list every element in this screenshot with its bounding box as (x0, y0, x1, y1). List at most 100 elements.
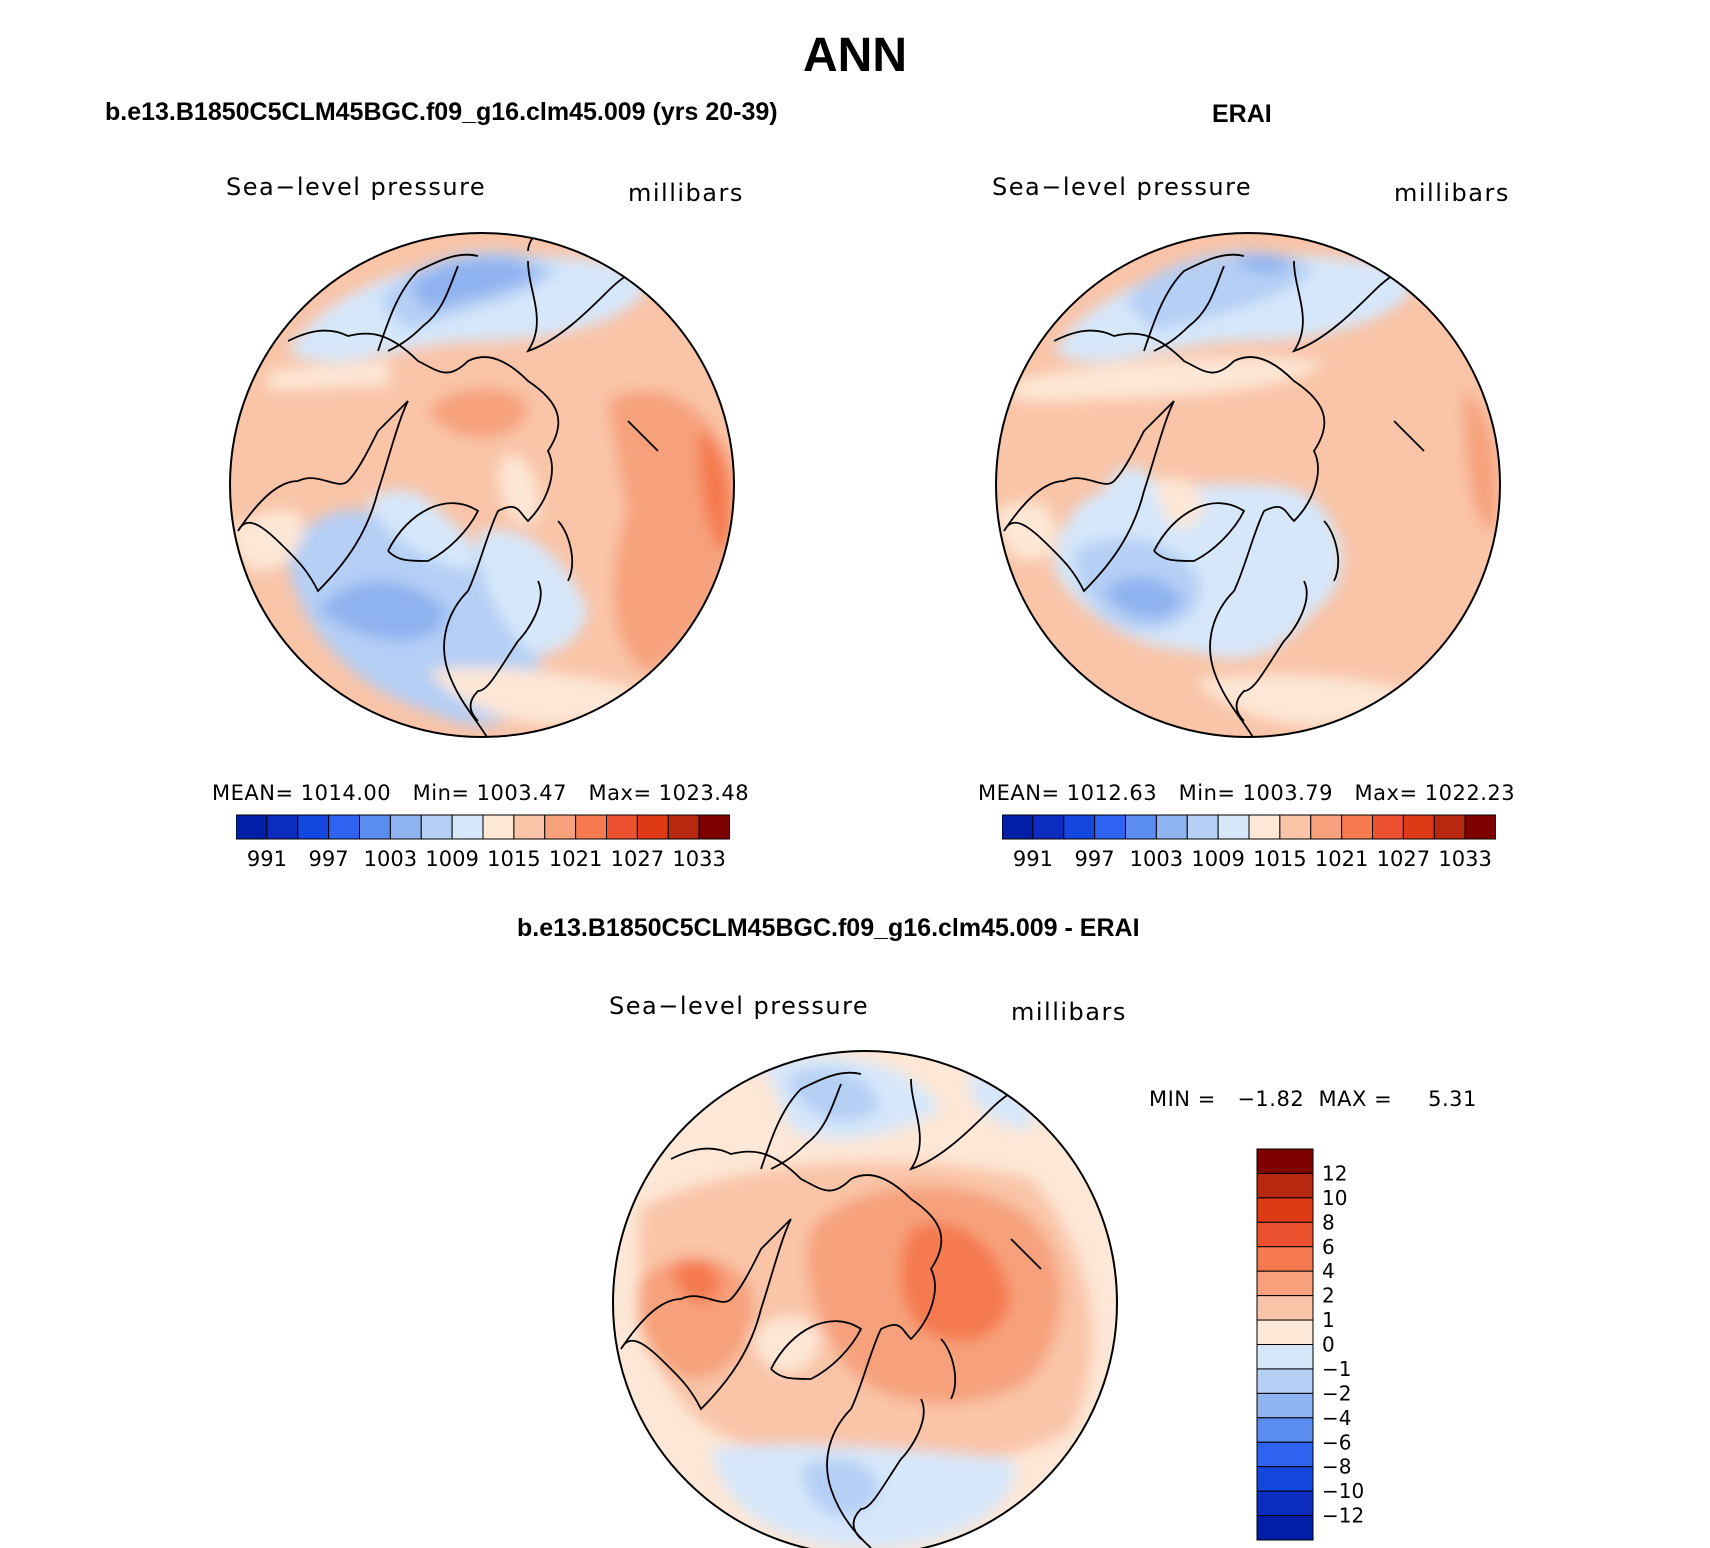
model-mean-value: 1014.00 (300, 781, 392, 805)
model-colorbar-tick-label: 1033 (672, 847, 725, 871)
obs-colorbar-swatch (1002, 814, 1034, 840)
model-colorbar-tick-label: 1015 (487, 847, 540, 871)
diff-colorbar-tick-label: 6 (1322, 1235, 1335, 1259)
diff-field (613, 1051, 1117, 1548)
model-units-label: millibars (628, 179, 744, 207)
diff-colorbar-tick-label: 2 (1322, 1284, 1335, 1308)
diff-colorbar-tick-label: −4 (1322, 1406, 1351, 1430)
obs-colorbar-tick-label: 1003 (1130, 847, 1183, 871)
diff-colorbar-swatch (1256, 1148, 1314, 1174)
model-colorbar-swatch (544, 814, 577, 840)
diff-min-value: −1.82 (1237, 1087, 1305, 1111)
model-colorbar-swatch (575, 814, 608, 840)
model-colorbar-swatch (420, 814, 453, 840)
obs-colorbar-swatch (1248, 814, 1281, 840)
model-colorbar-swatch (359, 814, 391, 840)
model-mean-label: MEAN= (212, 781, 294, 805)
diff-colorbar-tick-label: −10 (1322, 1479, 1364, 1503)
model-min-label: Min= (412, 781, 470, 805)
diff-colorbar-swatch (1256, 1246, 1314, 1272)
main-title: ANN (803, 29, 907, 82)
obs-min-label: Min= (1178, 781, 1236, 805)
diff-colorbar-swatch (1256, 1319, 1314, 1345)
obs-colorbar-tick-label: 1009 (1191, 847, 1244, 871)
obs-colorbar-swatch (1125, 814, 1157, 840)
obs-colorbar-swatch (1372, 814, 1404, 840)
diff-colorbar-tick-label: 10 (1322, 1186, 1347, 1210)
model-colorbar-tick-label: 997 (309, 847, 349, 871)
model-colorbar-swatch (236, 814, 268, 840)
obs-stats: MEAN= 1012.63 Min= 1003.79 Max= 1022.23 (978, 781, 1515, 805)
diff-panel-title: b.e13.B1850C5CLM45BGC.f09_g16.clm45.009 … (517, 914, 1140, 942)
obs-variable-label: Sea−level pressure (992, 173, 1253, 201)
obs-polar-map (995, 232, 1501, 738)
diff-colorbar-swatch (1256, 1441, 1314, 1468)
obs-colorbar-swatch (1155, 814, 1188, 840)
diff-colorbar-tick-label: −1 (1322, 1357, 1351, 1381)
diff-colorbar-swatch (1256, 1490, 1314, 1517)
model-polar-map (229, 232, 735, 738)
diff-colorbar-swatch (1256, 1344, 1314, 1370)
diff-colorbar-tick-label: 1 (1322, 1308, 1335, 1332)
model-colorbar-swatch (451, 814, 484, 840)
diff-colorbar-swatch (1256, 1172, 1314, 1199)
diff-colorbar-swatch (1256, 1392, 1314, 1419)
obs-colorbar-tick-label: 991 (1013, 847, 1053, 871)
diff-colorbar-swatch (1256, 1221, 1314, 1248)
diff-colorbar-tick-label: 12 (1322, 1161, 1347, 1185)
diff-colorbar (1256, 1148, 1314, 1541)
model-max-value: 1023.48 (658, 781, 750, 805)
model-stats: MEAN= 1014.00 Min= 1003.47 Max= 1023.48 (212, 781, 749, 805)
diff-colorbar-swatch (1256, 1417, 1314, 1443)
obs-colorbar-tick-label: 1033 (1438, 847, 1491, 871)
model-colorbar-tick-label: 1003 (364, 847, 417, 871)
diff-colorbar-tick-label: −8 (1322, 1455, 1351, 1479)
diff-units-label: millibars (1011, 998, 1127, 1026)
obs-colorbar-swatch (1032, 814, 1065, 840)
diff-min-label: MIN = (1149, 1087, 1216, 1111)
model-colorbar-swatch (667, 814, 700, 840)
model-map-border (229, 232, 735, 738)
diff-variable-label: Sea−level pressure (609, 992, 870, 1020)
obs-max-value: 1022.23 (1424, 781, 1516, 805)
diff-stats: MIN = −1.82 MAX = 5.31 (1149, 1087, 1477, 1111)
diff-polar-map (612, 1050, 1118, 1548)
diff-coastlines (620, 1071, 1052, 1548)
diff-colorbar-tick-label: 8 (1322, 1210, 1335, 1234)
model-colorbar-swatch (328, 814, 361, 840)
obs-colorbar-swatch (1186, 814, 1219, 840)
obs-map-border (995, 232, 1501, 738)
model-colorbar-swatch (297, 814, 330, 840)
obs-units-label: millibars (1394, 179, 1510, 207)
model-colorbar-swatch (482, 814, 515, 840)
obs-colorbar-swatch (1433, 814, 1466, 840)
diff-colorbar-tick-label: −6 (1322, 1430, 1351, 1454)
diff-colorbar-swatch (1256, 1197, 1314, 1223)
model-variable-label: Sea−level pressure (226, 173, 487, 201)
diff-max-label: MAX = (1318, 1087, 1393, 1111)
diff-map-border (612, 1050, 1118, 1548)
diff-colorbar-swatch (1256, 1368, 1314, 1394)
diff-colorbar-tick-label: −2 (1322, 1381, 1351, 1405)
obs-colorbar-swatch (1310, 814, 1343, 840)
obs-max-label: Max= (1354, 781, 1418, 805)
diff-colorbar-swatch (1256, 1515, 1314, 1541)
obs-mean-value: 1012.63 (1066, 781, 1158, 805)
model-colorbar-swatch (389, 814, 422, 840)
model-panel-title: b.e13.B1850C5CLM45BGC.f09_g16.clm45.009 … (105, 98, 778, 126)
obs-colorbar-labels: 991 997 1003 1009 1015 1021 1027 1033 (1013, 847, 1492, 871)
obs-colorbar-swatch (1094, 814, 1127, 840)
obs-colorbar-tick-label: 1021 (1315, 847, 1368, 871)
model-coastlines (237, 233, 669, 737)
obs-colorbar-tick-label: 1027 (1377, 847, 1430, 871)
obs-mean-label: MEAN= (978, 781, 1060, 805)
diff-colorbar-tick-label: −12 (1322, 1504, 1364, 1528)
diff-colorbar-tick-label: 0 (1322, 1333, 1335, 1357)
diff-colorbar-swatch (1256, 1295, 1314, 1321)
diff-colorbar-swatch (1256, 1270, 1314, 1297)
obs-colorbar-swatch (1464, 814, 1496, 840)
model-colorbar-tick-label: 1009 (425, 847, 478, 871)
obs-colorbar-swatch (1402, 814, 1435, 840)
model-max-label: Max= (588, 781, 652, 805)
model-colorbar-swatch (636, 814, 669, 840)
